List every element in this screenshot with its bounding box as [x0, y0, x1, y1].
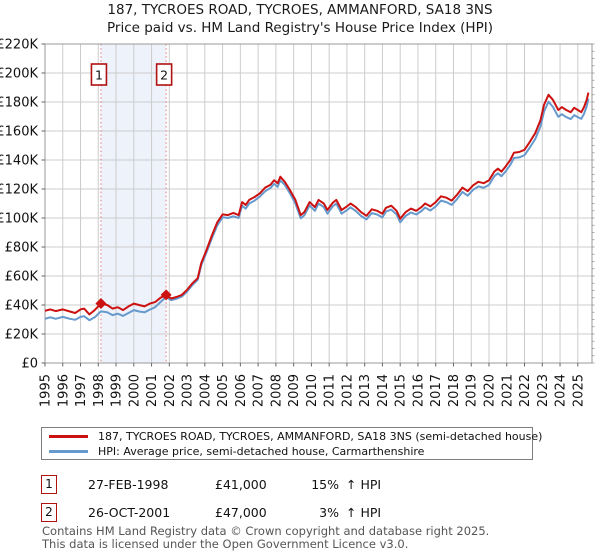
transaction-price: £47,000 — [215, 505, 267, 520]
transaction-row: 1 27-FEB-1998 £41,000 15% ↑ HPI — [41, 475, 581, 495]
transaction-hpi-percent: 15% — [311, 477, 339, 492]
x-axis-label: 2020 — [482, 374, 497, 407]
x-axis-label: 1995 — [39, 374, 54, 407]
x-axis-label: 2009 — [287, 374, 302, 407]
sale-annotation-box — [90, 63, 108, 86]
transaction-row: 2 26-OCT-2001 £47,000 3% ↑ HPI — [41, 503, 581, 523]
x-axis-label: 1996 — [56, 374, 71, 407]
license-footer-line1: Contains HM Land Registry data © Crown c… — [42, 524, 490, 538]
sale-annotation-number: 2 — [160, 68, 168, 83]
y-axis-label: £0 — [21, 357, 38, 372]
license-footer: Contains HM Land Registry data © Crown c… — [42, 525, 582, 551]
x-axis-label: 2007 — [252, 374, 267, 407]
y-axis-label: £60K — [5, 270, 39, 285]
legend-row-price-paid: 187, TYCROES ROAD, TYCROES, AMMANFORD, S… — [42, 429, 542, 443]
price-chart: £0 £20K £40K £60K £80K £100K £120K £140K £160K £1… — [0, 38, 595, 407]
sale-marker — [160, 289, 172, 301]
x-axis-label: 2005 — [216, 374, 231, 407]
x-axis-label: 2016 — [411, 374, 426, 407]
x-axis-label: 1998 — [92, 374, 107, 407]
x-axis-label: 2013 — [358, 374, 373, 407]
legend-row-hpi: HPI: Average price, semi-detached house,… — [42, 444, 532, 458]
price-paid-legend-label: 187, TYCROES ROAD, TYCROES, AMMANFORD, S… — [98, 429, 543, 443]
x-axis-label: 2003 — [181, 374, 196, 407]
price-paid-line — [44, 92, 590, 316]
x-axis-label: 2001 — [145, 374, 160, 407]
hpi-legend-label: HPI: Average price, semi-detached house,… — [98, 444, 425, 458]
sale-annotation-box — [155, 63, 173, 86]
y-axis-label: £220K — [0, 38, 38, 53]
x-axis-label: 2023 — [536, 374, 551, 407]
x-axis-label: 2006 — [234, 374, 249, 407]
hpi-line-swatch — [49, 449, 88, 453]
y-axis-label: £200K — [0, 67, 38, 82]
transaction-1-badge: 1 — [41, 475, 57, 494]
price-paid-line-swatch — [49, 434, 88, 438]
x-axis-label: 1997 — [74, 374, 89, 407]
x-axis-label: 2024 — [554, 374, 569, 407]
x-axis-label: 2018 — [447, 374, 462, 407]
transaction-date: 26-OCT-2001 — [88, 505, 171, 520]
x-axis-label: 2017 — [429, 374, 444, 407]
y-axis-label: £160K — [0, 125, 38, 140]
x-axis-label: 2025 — [571, 374, 586, 407]
chart-legend: 187, TYCROES ROAD, TYCROES, AMMANFORD, S… — [41, 427, 542, 460]
x-axis-label: 2011 — [323, 374, 338, 407]
x-axis-label: 2004 — [198, 374, 213, 407]
transaction-hpi-direction: ↑ HPI — [346, 477, 382, 492]
y-axis-label: £20K — [5, 328, 39, 343]
x-axis-label: 2019 — [465, 374, 480, 407]
x-axis-label: 1999 — [110, 374, 125, 407]
hpi-line — [44, 98, 590, 322]
chart-title-address: 187, TYCROES ROAD, TYCROES, AMMANFORD, S… — [107, 2, 493, 18]
sale-annotation-number: 1 — [95, 68, 103, 83]
transaction-price: £41,000 — [215, 477, 267, 492]
transaction-2-badge: 2 — [41, 503, 57, 522]
x-axis-label: 2021 — [500, 374, 515, 407]
transaction-date: 27-FEB-1998 — [88, 477, 169, 492]
y-axis-label: £40K — [5, 299, 39, 314]
y-axis-label: £120K — [0, 183, 38, 198]
x-axis-label: 2014 — [376, 374, 391, 407]
x-axis-label: 2000 — [127, 374, 142, 407]
x-axis-label: 2010 — [305, 374, 320, 407]
transaction-hpi-direction: ↑ HPI — [346, 505, 382, 520]
x-axis-label: 2012 — [340, 374, 355, 407]
y-axis-label: £140K — [0, 154, 38, 169]
sale-marker — [95, 298, 107, 310]
x-axis-label: 2015 — [394, 374, 409, 407]
transaction-hpi-percent: 3% — [319, 505, 339, 520]
y-axis-label: £80K — [5, 241, 39, 256]
license-footer-line2: This data is licensed under the Open Gov… — [42, 537, 409, 551]
chart-title: 187, TYCROES ROAD, TYCROES, AMMANFORD, S… — [0, 2, 600, 37]
y-axis-label: £100K — [0, 212, 38, 227]
y-axis-label: £180K — [0, 96, 38, 111]
chart-title-subtitle: Price paid vs. HM Land Registry's House … — [107, 19, 493, 36]
x-axis-label: 2022 — [518, 374, 533, 407]
x-axis-label: 2008 — [269, 374, 284, 407]
x-axis-label: 2002 — [163, 374, 178, 407]
